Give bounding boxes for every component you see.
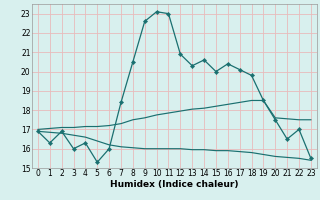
X-axis label: Humidex (Indice chaleur): Humidex (Indice chaleur) [110, 180, 239, 189]
